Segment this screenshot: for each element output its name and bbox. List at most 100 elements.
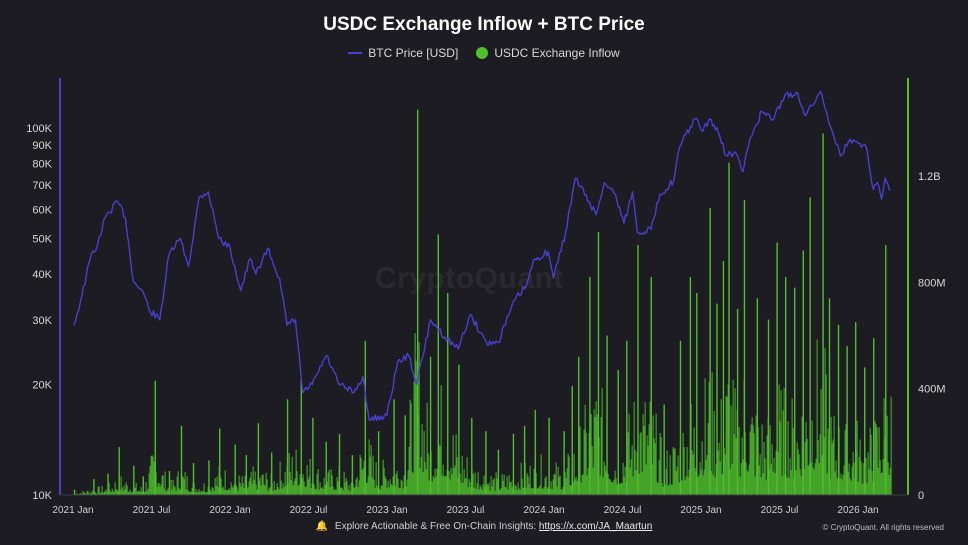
- usdc-bar: [211, 487, 213, 495]
- usdc-bar: [729, 468, 731, 495]
- usdc-bar: [222, 486, 224, 495]
- usdc-bar: [408, 446, 410, 495]
- usdc-bar: [413, 380, 415, 495]
- usdc-bar: [387, 480, 389, 495]
- usdc-bar: [423, 431, 425, 495]
- usdc-bar: [108, 483, 110, 495]
- usdc-bar: [239, 482, 241, 495]
- usdc-bar: [878, 427, 880, 495]
- usdc-bar: [856, 420, 858, 495]
- usdc-bar: [708, 382, 710, 495]
- usdc-bar-peak: [471, 417, 473, 495]
- usdc-bar: [260, 485, 262, 495]
- usdc-bar: [130, 492, 132, 495]
- footer-link[interactable]: https://x.com/JA_Maartun: [538, 521, 653, 532]
- usdc-bar: [842, 475, 844, 495]
- usdc-bar: [553, 474, 555, 495]
- usdc-bar: [499, 489, 501, 495]
- usdc-bar: [735, 438, 737, 495]
- usdc-bar: [225, 490, 227, 495]
- usdc-bar: [363, 460, 365, 495]
- usdc-bar: [538, 487, 540, 495]
- usdc-bar: [748, 464, 750, 495]
- usdc-bar-peak: [377, 431, 380, 495]
- usdc-bar: [375, 462, 377, 495]
- usdc-bar: [83, 492, 85, 495]
- usdc-bar: [298, 484, 300, 495]
- usdc-bar: [668, 484, 670, 495]
- usdc-bar: [868, 469, 870, 495]
- usdc-bar-peak: [589, 277, 591, 495]
- usdc-bar-peak: [429, 356, 432, 495]
- usdc-bar: [841, 479, 843, 495]
- usdc-bar: [772, 471, 774, 495]
- usdc-bar: [493, 478, 495, 495]
- usdc-bar-peak: [696, 292, 698, 495]
- usdc-bar: [102, 493, 104, 495]
- usdc-bar: [634, 449, 636, 495]
- usdc-bar: [324, 485, 326, 495]
- y-left-tick-label: 100K: [26, 123, 52, 135]
- usdc-bar: [398, 487, 400, 495]
- y-left-tick-label: 70K: [32, 180, 52, 192]
- usdc-bar: [285, 485, 287, 495]
- usdc-bar: [216, 476, 218, 495]
- usdc-bar: [611, 482, 613, 495]
- usdc-bar-peak: [219, 428, 221, 495]
- usdc-bar: [542, 488, 544, 495]
- usdc-bar: [862, 463, 864, 495]
- usdc-bar: [763, 442, 765, 495]
- usdc-bar: [343, 471, 345, 495]
- usdc-bar: [811, 420, 813, 495]
- usdc-bar: [291, 456, 293, 495]
- usdc-bar-peak: [679, 340, 682, 495]
- usdc-bar: [80, 493, 82, 495]
- usdc-bar: [105, 489, 107, 495]
- chart-title: USDC Exchange Inflow + BTC Price: [323, 14, 645, 35]
- usdc-bar-peak: [180, 425, 183, 495]
- usdc-bar: [799, 468, 801, 495]
- usdc-bar: [259, 477, 261, 495]
- usdc-bar: [576, 481, 578, 495]
- usdc-bar: [162, 475, 164, 495]
- usdc-bar: [640, 432, 642, 495]
- y-left-tick-label: 60K: [32, 204, 52, 216]
- usdc-bar: [428, 480, 430, 495]
- usdc-bar-peak: [578, 356, 580, 495]
- usdc-bar-peak: [837, 324, 840, 495]
- usdc-bar: [352, 483, 354, 495]
- usdc-bar: [751, 417, 753, 495]
- usdc-bar: [727, 384, 729, 495]
- usdc-bar: [327, 472, 329, 495]
- usdc-bar: [361, 469, 363, 495]
- usdc-bar: [813, 469, 815, 495]
- usdc-bar: [624, 466, 626, 495]
- usdc-bar: [150, 455, 152, 495]
- y-left-tick-label: 30K: [32, 315, 52, 327]
- legend-item-usdc[interactable]: USDC Exchange Inflow: [476, 46, 620, 60]
- legend-item-btc[interactable]: BTC Price [USD]: [348, 46, 458, 60]
- usdc-bar: [664, 484, 666, 495]
- usdc-bar: [522, 487, 524, 495]
- usdc-bar: [335, 489, 337, 495]
- usdc-bar: [184, 472, 186, 495]
- usdc-bar: [261, 475, 263, 495]
- usdc-bar: [557, 466, 559, 495]
- usdc-bar: [698, 474, 700, 495]
- usdc-bar: [468, 478, 470, 495]
- copyright: © CryptoQuant. All rights reserved: [822, 523, 945, 532]
- usdc-bar: [153, 461, 155, 495]
- usdc-bar: [269, 487, 271, 495]
- usdc-bar: [139, 491, 141, 495]
- usdc-bar-peak: [351, 455, 354, 496]
- usdc-bar: [365, 482, 367, 495]
- usdc-bar: [631, 445, 633, 495]
- usdc-bar: [191, 487, 193, 495]
- usdc-bar: [540, 454, 542, 495]
- usdc-bar: [403, 475, 405, 495]
- usdc-bar: [306, 465, 308, 495]
- usdc-bar: [159, 486, 161, 495]
- usdc-bar: [839, 478, 841, 495]
- usdc-bar: [290, 480, 292, 495]
- usdc-bar: [212, 487, 214, 495]
